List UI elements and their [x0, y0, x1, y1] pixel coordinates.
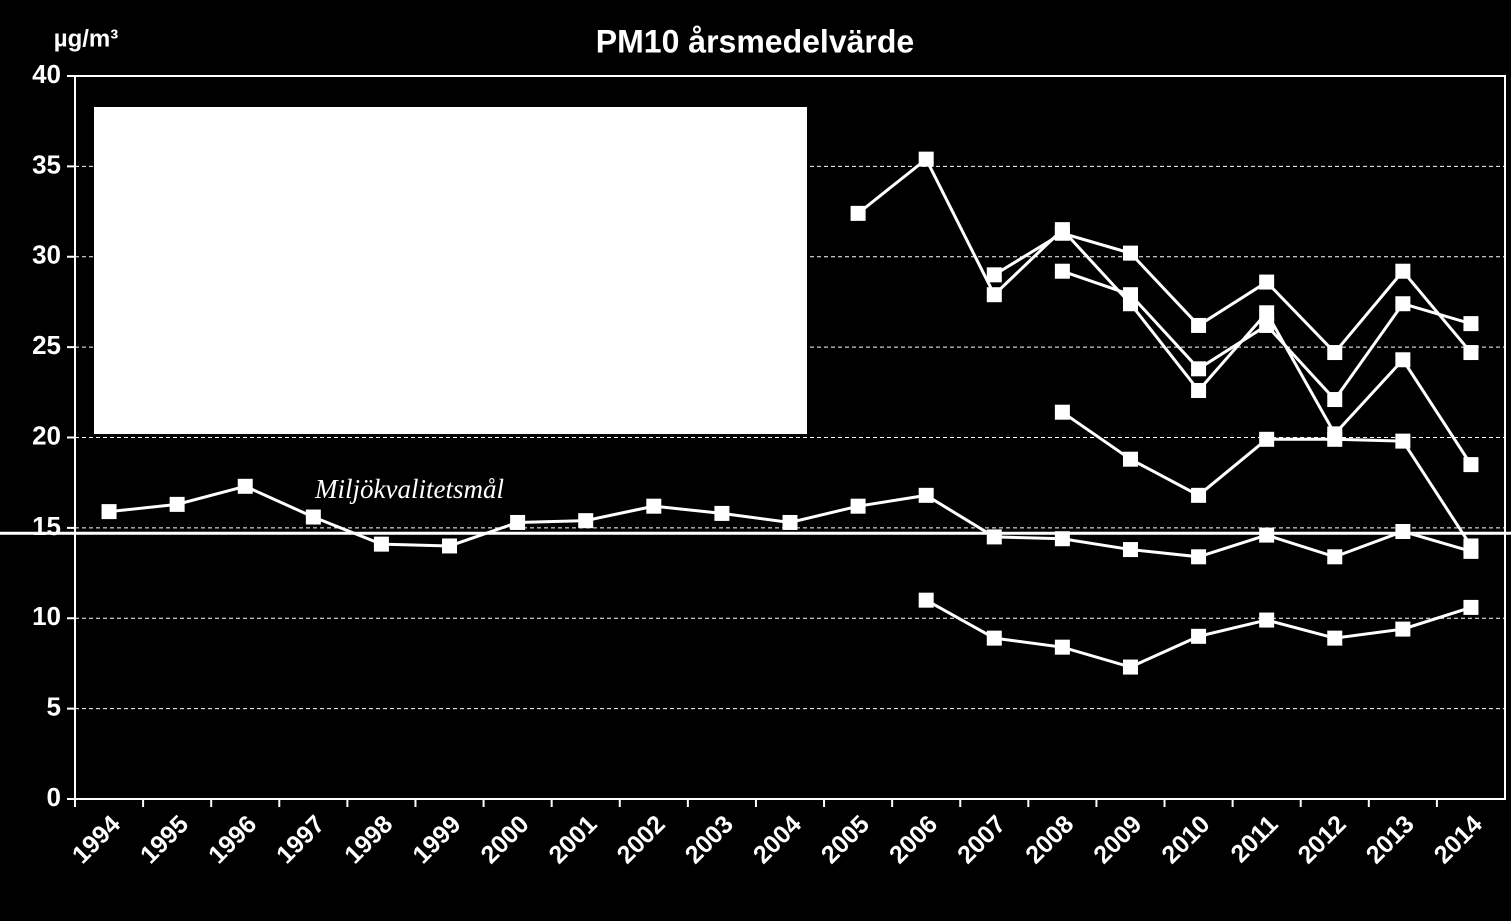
- x-tick-label: 1997: [271, 810, 330, 869]
- data-point: [1327, 431, 1343, 447]
- data-point: [1463, 457, 1479, 473]
- data-point: [1395, 433, 1411, 449]
- x-tick-label: 2003: [680, 810, 739, 869]
- y-tick-label: 10: [32, 601, 61, 631]
- data-point: [1259, 527, 1275, 543]
- y-tick-label: 0: [47, 782, 61, 812]
- data-point: [442, 538, 458, 554]
- data-point: [1191, 361, 1207, 377]
- data-point: [510, 514, 526, 530]
- y-tick-label: 5: [47, 692, 61, 722]
- data-point: [1122, 659, 1138, 675]
- data-point: [918, 151, 934, 167]
- data-point: [1259, 612, 1275, 628]
- x-tick-label: 2014: [1429, 810, 1488, 869]
- data-point: [986, 630, 1002, 646]
- data-point: [1395, 352, 1411, 368]
- x-tick-label: 2004: [748, 810, 807, 869]
- x-tick-label: 2013: [1361, 810, 1420, 869]
- chart-title: PM10 årsmedelvärde: [596, 23, 914, 59]
- x-tick-label: 1995: [135, 810, 194, 869]
- legend-box: [94, 107, 807, 434]
- data-point: [850, 498, 866, 514]
- data-point: [1122, 245, 1138, 261]
- data-point: [1054, 404, 1070, 420]
- plot-border: [74, 75, 1506, 800]
- annotation: Miljökvalitetsmål: [314, 474, 504, 504]
- data-point: [1259, 317, 1275, 333]
- data-point: [1054, 531, 1070, 547]
- data-point: [1327, 549, 1343, 565]
- series-line: [857, 156, 1473, 466]
- data-point: [1122, 287, 1138, 303]
- y-tick-label: 25: [32, 330, 61, 360]
- data-point: [986, 267, 1002, 283]
- data-point: [1463, 538, 1479, 554]
- x-tick-label: 2006: [884, 810, 943, 869]
- data-point: [1259, 431, 1275, 447]
- data-point: [1191, 628, 1207, 644]
- data-point: [1191, 317, 1207, 333]
- data-point: [101, 504, 117, 520]
- data-point: [986, 287, 1002, 303]
- data-point: [1327, 345, 1343, 361]
- data-point: [1395, 523, 1411, 539]
- data-point: [1259, 274, 1275, 290]
- y-tick-label: 20: [32, 420, 61, 450]
- data-point: [850, 205, 866, 221]
- data-point: [986, 529, 1002, 545]
- y-tick-label: 35: [32, 149, 61, 179]
- data-point: [782, 514, 798, 530]
- data-point: [646, 498, 662, 514]
- data-point: [1463, 316, 1479, 332]
- x-tick-label: 2001: [543, 810, 602, 869]
- y-tick-label: 30: [32, 240, 61, 270]
- series-line: [993, 231, 1473, 355]
- data-point: [1259, 305, 1275, 321]
- x-tick-label: 1998: [339, 810, 398, 869]
- data-point: [1122, 451, 1138, 467]
- x-tick-label: 2011: [1225, 810, 1283, 868]
- x-tick-label: 1994: [67, 810, 126, 869]
- data-point: [714, 505, 730, 521]
- data-point: [237, 478, 253, 494]
- y-tick-label: 15: [32, 511, 61, 541]
- x-tick-label: 1999: [407, 810, 466, 869]
- data-point: [1463, 345, 1479, 361]
- x-tick-label: 1996: [203, 810, 262, 869]
- x-tick-label: 2012: [1293, 810, 1352, 869]
- y-axis-label: µg/m³: [54, 25, 119, 52]
- x-tick-label: 2000: [475, 810, 534, 869]
- data-point: [1122, 542, 1138, 558]
- data-point: [1191, 549, 1207, 565]
- data-point: [169, 496, 185, 512]
- data-point: [1191, 487, 1207, 503]
- x-tick-label: 2010: [1156, 810, 1215, 869]
- data-point: [373, 536, 389, 552]
- data-point: [1054, 639, 1070, 655]
- data-point: [578, 513, 594, 529]
- x-tick-label: 2002: [612, 810, 671, 869]
- data-point: [1054, 263, 1070, 279]
- data-point: [1395, 296, 1411, 312]
- data-point: [1327, 392, 1343, 408]
- data-point: [1054, 225, 1070, 241]
- data-point: [1463, 599, 1479, 615]
- data-point: [1395, 621, 1411, 637]
- x-tick-label: 2009: [1088, 810, 1147, 869]
- x-tick-label: 2007: [952, 810, 1011, 869]
- data-point: [1191, 383, 1207, 399]
- y-tick-label: 40: [32, 59, 61, 89]
- x-tick-label: 2008: [1020, 810, 1079, 869]
- data-point: [918, 487, 934, 503]
- data-point: [1395, 263, 1411, 279]
- data-point: [305, 509, 321, 525]
- x-tick-label: 2005: [816, 810, 875, 869]
- data-point: [1327, 630, 1343, 646]
- data-point: [918, 592, 934, 608]
